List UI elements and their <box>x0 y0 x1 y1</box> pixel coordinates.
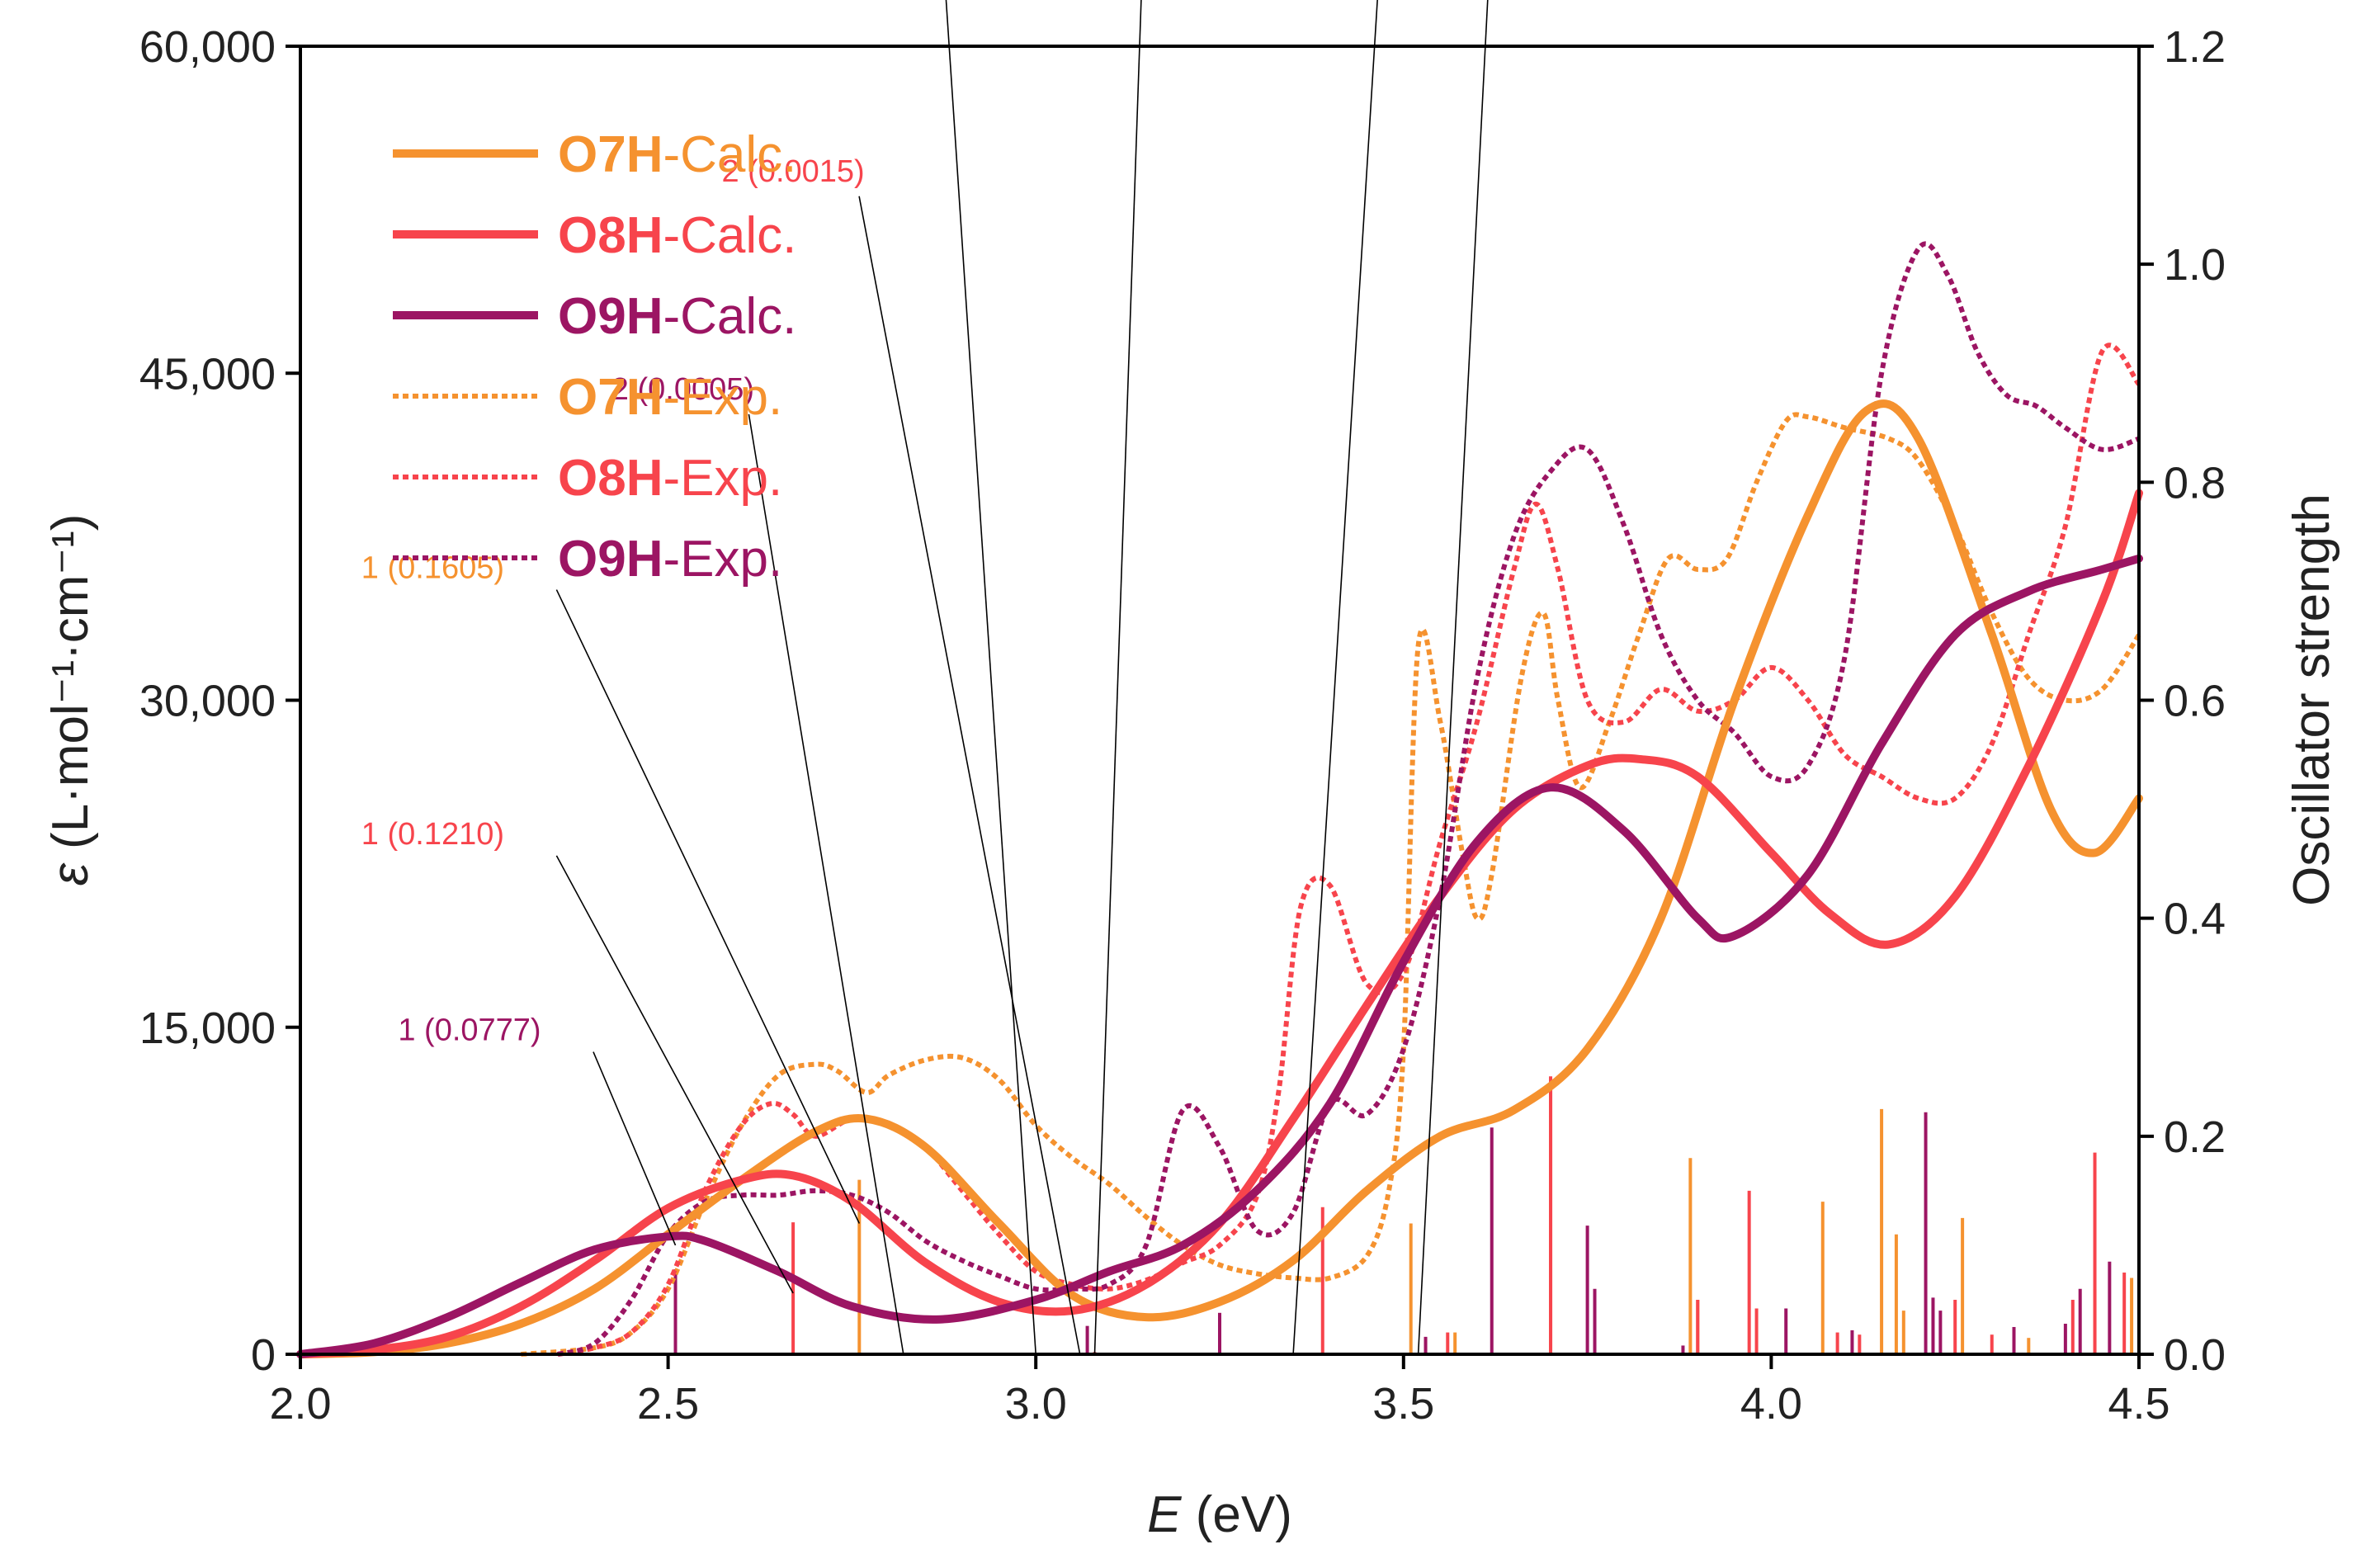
spectra-curves <box>296 241 2143 1358</box>
annotation-leader-3 <box>748 413 904 1355</box>
stick-spectra <box>673 1076 2141 1354</box>
annotation-label-3: 2 (0.0005) <box>611 372 754 407</box>
annotation-leader-8 <box>1417 0 1489 1355</box>
y-tick-label-3: 45,000 <box>139 349 276 399</box>
x-axis-title: E (eV) <box>1147 1486 1292 1543</box>
x-tick-label-4: 4.0 <box>1740 1379 1802 1429</box>
annotation-leader-7 <box>1292 0 1378 1355</box>
annotation-leader-4 <box>858 196 1081 1355</box>
x-axis-symbol: E <box>1147 1486 1182 1543</box>
annotation-label-4: 2 (0.0015) <box>721 154 864 189</box>
legend-label-0: O7H-Calc. <box>558 126 796 183</box>
annotation-leader-2 <box>555 589 861 1224</box>
legend-label-5: O9H-Exp. <box>558 531 782 588</box>
y2-tick-label-4: 0.8 <box>2164 458 2226 508</box>
series-o7h-exp <box>521 412 2141 1357</box>
legend-label-4: O8H-Exp. <box>558 450 782 507</box>
annotation-label-1: 1 (0.1210) <box>361 817 504 852</box>
y-axis-title: ε (L·mol⁻¹·cm⁻¹) <box>42 514 99 886</box>
annotation-labels: 1 (0.0777)1 (0.1210)1 (0.1605)2 (0.0005)… <box>361 154 865 1048</box>
x-axis: 2.0 2.5 3.0 3.5 4.0 4.5 <box>269 1354 2170 1429</box>
x-tick-label-0: 2.0 <box>269 1379 331 1429</box>
y2-axis-title: Oscillator strength <box>2283 494 2340 906</box>
series-o8h-calc <box>296 489 2143 1358</box>
x-axis-unit: (eV) <box>1196 1486 1292 1543</box>
annotation-leader-1 <box>555 855 794 1294</box>
legend-label-2: O9H-Calc. <box>558 288 796 345</box>
x-tick-label-1: 2.5 <box>637 1379 699 1429</box>
y-tick-label-1: 15,000 <box>139 1004 276 1053</box>
y2-tick-label-1: 0.2 <box>2164 1112 2226 1162</box>
y-tick-label-2: 30,000 <box>139 677 276 726</box>
series-o9h-exp <box>557 241 2141 1357</box>
annotation-leader-5 <box>945 0 1036 1355</box>
legend-label-1: O8H-Calc. <box>558 207 796 264</box>
x-tick-label-5: 4.5 <box>2108 1379 2170 1429</box>
y2-tick-label-5: 1.0 <box>2164 240 2226 290</box>
x-tick-label-3: 3.5 <box>1372 1379 1434 1429</box>
y-axis-right: 0.0 0.2 0.4 0.6 0.8 1.0 1.2 <box>2139 22 2226 1380</box>
x-tick-label-2: 3.0 <box>1005 1379 1067 1429</box>
series-o8h-exp <box>557 342 2141 1357</box>
annotation-label-0: 1 (0.0777) <box>398 1013 541 1048</box>
y2-tick-label-3: 0.6 <box>2164 677 2226 726</box>
y2-tick-label-0: 0.0 <box>2164 1330 2226 1380</box>
y2-tick-label-6: 1.2 <box>2164 22 2226 72</box>
legend: O7H-Calc. O8H-Calc. O9H-Calc. O7H-Exp. O8H-E… <box>393 126 796 588</box>
y2-tick-label-2: 0.4 <box>2164 895 2226 944</box>
annotation-leader-6 <box>1093 0 1142 1355</box>
y-axis-unit: (L·mol⁻¹·cm⁻¹) <box>42 514 99 849</box>
y-axis-left: 0 15,000 30,000 45,000 60,000 <box>139 22 300 1380</box>
y-tick-label-0: 0 <box>251 1330 276 1380</box>
legend-label-3: O7H-Exp. <box>558 369 782 426</box>
annotation-leaders <box>555 0 1489 1355</box>
annotation-leader-0 <box>593 1051 677 1246</box>
y-axis-symbol: ε <box>42 862 99 886</box>
y-tick-label-4: 60,000 <box>139 22 276 72</box>
series-o9h-calc <box>296 554 2143 1358</box>
